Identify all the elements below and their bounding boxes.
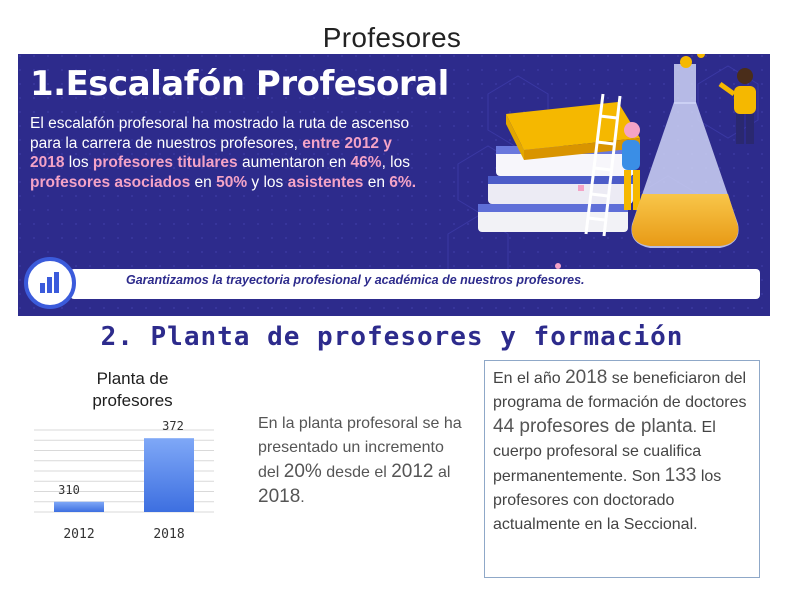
footer-bar: Garantizamos la trayectoria profesional … (70, 269, 760, 299)
bar-2018 (144, 438, 194, 512)
footer-badge (24, 257, 76, 309)
formacion-value: 133 (664, 465, 697, 486)
banner-highlight: asistentes (287, 173, 364, 191)
formacion-text-part: En el año (493, 370, 566, 387)
description-value: 2018 (258, 486, 301, 507)
banner-text: aumentaron en (237, 154, 351, 171)
banner-text: los (64, 154, 93, 171)
banner-highlight: 6%. (389, 173, 417, 191)
banner-text: El escalafón profesoral ha mostrado la r… (30, 115, 410, 152)
planta-description: En la planta profesoral se ha presentado… (258, 412, 468, 510)
banner-text: , los (381, 154, 410, 171)
banner-title: 1.Escalafón Profesoral (30, 64, 449, 104)
ladder-icon (584, 93, 622, 237)
banner-highlight: profesores titulares (92, 154, 238, 171)
formacion-text: En el año 2018 se beneficiaron del progr… (493, 366, 755, 537)
x-tick-label: 2018 (153, 527, 184, 542)
banner-highlight: 50% (216, 173, 248, 191)
escalafon-banner: 1.Escalafón Profesoral El escalafón prof… (18, 54, 770, 316)
banner-highlight: 46% (350, 154, 382, 171)
description-text: . (300, 489, 305, 506)
formacion-text-part: se beneficiaron del programa de formació… (493, 370, 747, 411)
page-title: Profesores (322, 22, 462, 53)
formacion-text-part: los profesores con doctorado actualmente… (493, 468, 722, 533)
bar-chart-icon (40, 272, 59, 293)
footer-text: Garantizamos la trayectoria profesional … (126, 273, 585, 287)
formacion-box (484, 360, 760, 578)
x-tick-label: 2012 (63, 527, 94, 542)
banner-highlight: entre 2012 y 2018 (30, 134, 392, 172)
bar-2012 (54, 501, 104, 512)
formacion-value: 44 profesores de planta (493, 416, 693, 437)
bar-chart: 310 2012 372 2018 (34, 419, 214, 542)
banner-body: El escalafón profesoral ha mostrado la r… (30, 114, 430, 192)
formacion-value: 2018 (565, 367, 608, 388)
banner-footer: Garantizamos la trayectoria profesional … (24, 257, 770, 309)
data-label: 372 (162, 419, 184, 433)
banner-text: en (190, 173, 217, 191)
data-label: 310 (58, 483, 80, 497)
section-title: 2. Planta de profesores y formación (100, 322, 684, 352)
banner-text: en (363, 173, 390, 191)
description-value: 20% (283, 461, 322, 482)
description-text: al (433, 464, 451, 481)
flask-icon (631, 54, 739, 248)
description-value: 2012 (391, 461, 434, 482)
description-text: desde el (321, 464, 392, 481)
formacion-text-part: . El cuerpo profesoral se cualifica perm… (493, 419, 716, 485)
banner-text: y los (247, 173, 288, 191)
description-text: En la planta profesoral se ha presentado… (258, 415, 462, 481)
banner-highlight: profesores asociados (30, 173, 191, 191)
books-icon (478, 102, 640, 232)
chart-title: Planta de profesores (92, 369, 173, 410)
person-icon (718, 68, 756, 144)
